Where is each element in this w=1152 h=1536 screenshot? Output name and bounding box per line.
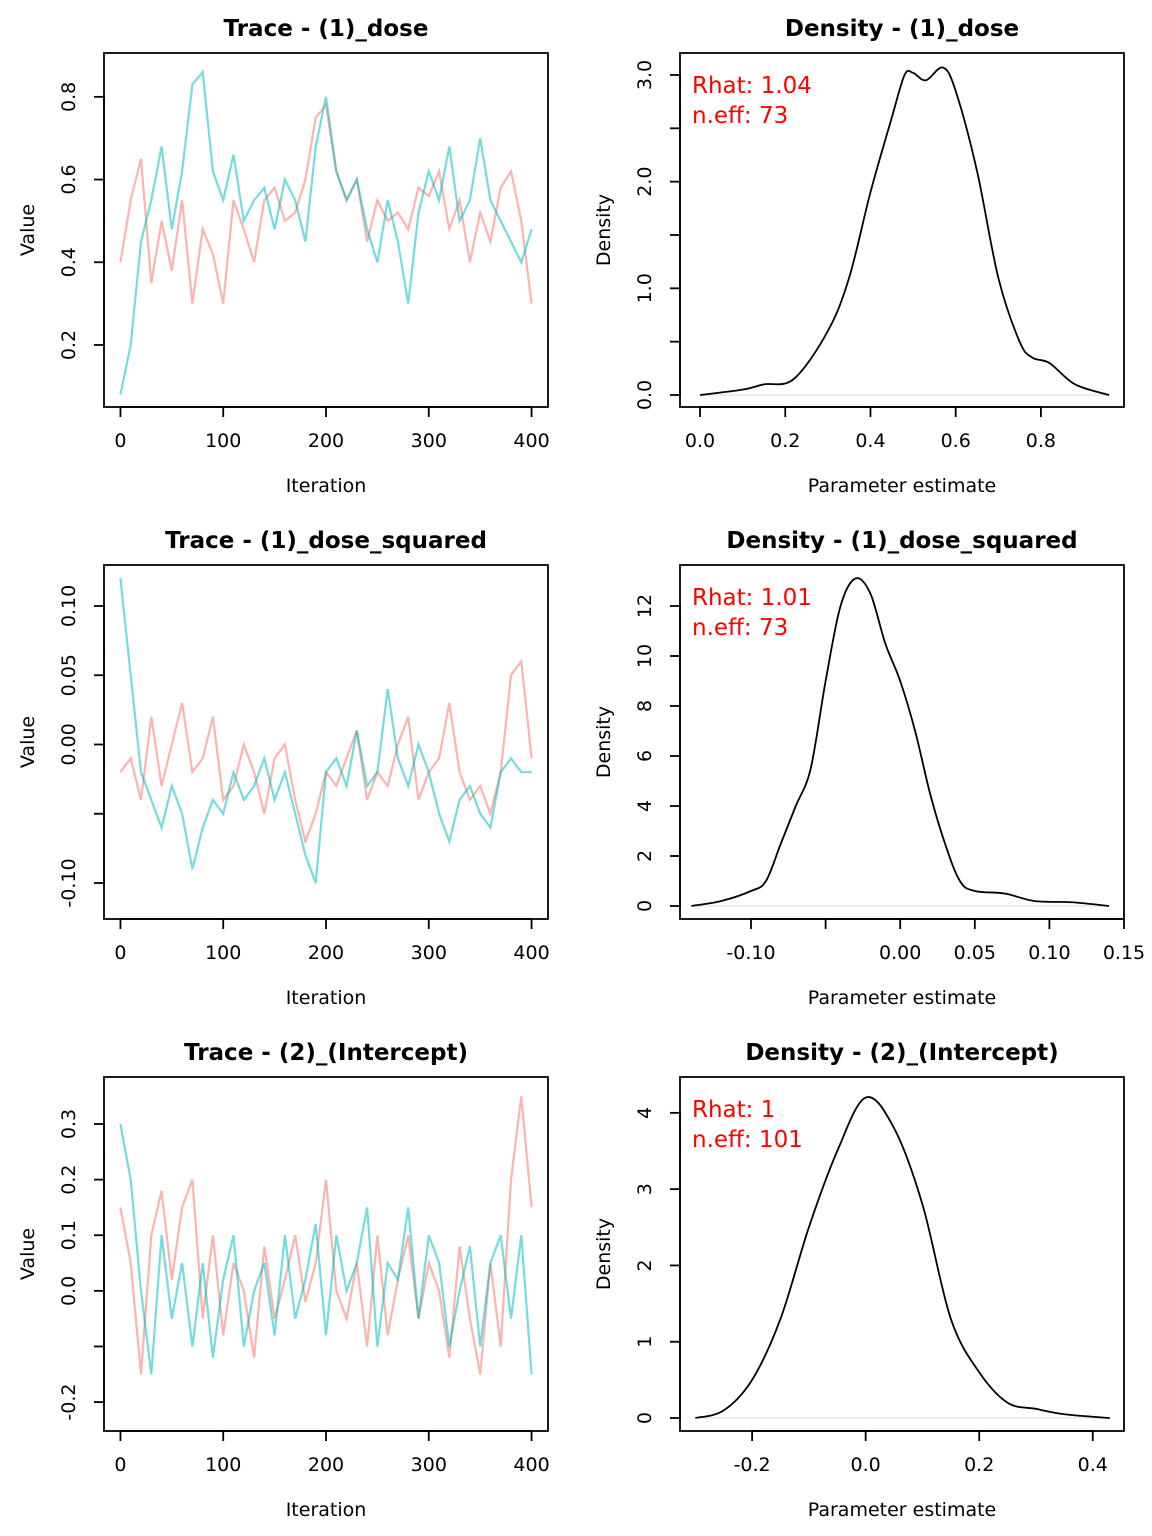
x-tick-label: 0.0 — [685, 430, 715, 452]
trace-line-chain-1 — [119, 1096, 533, 1375]
y-tick-label: 0.4 — [58, 247, 80, 277]
y-tick-label: 6 — [634, 750, 656, 762]
y-tick-label: -0.10 — [58, 858, 80, 907]
x-tick-label: 300 — [411, 942, 447, 964]
x-tick-label: 0.00 — [879, 942, 921, 964]
y-tick-label: -0.2 — [58, 1384, 80, 1421]
x-tick-label: 0.0 — [851, 1454, 881, 1476]
neff-annotation: n.eff: 73 — [692, 615, 788, 641]
x-tick-label: 0.2 — [964, 1454, 994, 1476]
y-tick-label: 0.2 — [58, 330, 80, 360]
x-axis-label: Parameter estimate — [808, 987, 997, 1009]
x-tick-label: 0.10 — [1028, 942, 1070, 964]
y-tick-label: 1 — [634, 1336, 656, 1348]
x-tick-label: 0.05 — [954, 942, 996, 964]
panel-density-3: Density - (2)_(Intercept) Rhat: 1 n.eff: 1… — [593, 1040, 1125, 1521]
density-curve — [699, 66, 1110, 396]
y-axis-label: Value — [17, 716, 39, 768]
y-tick-label: 0.1 — [58, 1220, 80, 1250]
trace-line-chain-2 — [119, 1123, 533, 1375]
plot-frame — [103, 1076, 549, 1432]
y-axis-label: Density — [593, 194, 615, 266]
x-tick-label: 300 — [411, 1454, 447, 1476]
y-tick-label: 12 — [634, 594, 656, 618]
density-curve — [691, 577, 1110, 907]
x-axis-label: Iteration — [286, 475, 367, 497]
y-tick-label: 0.8 — [58, 82, 80, 112]
x-tick-label: 100 — [205, 1454, 241, 1476]
y-tick-label: 1.0 — [634, 273, 656, 303]
y-tick-label: 0 — [634, 1412, 656, 1424]
x-tick-label: 0 — [114, 942, 126, 964]
y-tick-label: 0.00 — [58, 723, 80, 765]
trace-line-chain-2 — [119, 578, 532, 884]
x-tick-label: 0 — [114, 430, 126, 452]
trace-line-chain-1 — [119, 102, 533, 304]
y-tick-label: 0.0 — [58, 1276, 80, 1306]
x-tick-label: 200 — [308, 430, 344, 452]
x-tick-label: 0 — [114, 1454, 126, 1476]
rhat-annotation: Rhat: 1 — [692, 1097, 775, 1123]
y-tick-label: 10 — [634, 644, 656, 668]
y-tick-label: 4 — [634, 800, 656, 812]
y-tick-label: 2 — [634, 850, 656, 862]
chart-title: Density - (2)_(Intercept) — [745, 1040, 1058, 1066]
rhat-annotation: Rhat: 1.04 — [692, 73, 812, 99]
x-tick-label: 400 — [513, 942, 549, 964]
x-tick-label: 0.4 — [855, 430, 885, 452]
x-tick-label: 100 — [205, 430, 241, 452]
x-tick-label: 400 — [513, 1454, 549, 1476]
y-tick-label: 0.05 — [58, 654, 80, 696]
y-tick-label: 2 — [634, 1259, 656, 1271]
x-axis-label: Parameter estimate — [808, 1499, 997, 1521]
x-tick-label: 200 — [308, 1454, 344, 1476]
y-tick-label: 0.3 — [58, 1109, 80, 1139]
y-tick-label: 4 — [634, 1107, 656, 1119]
trace-line-chain-2 — [119, 69, 533, 395]
x-axis-label: Iteration — [286, 1499, 367, 1521]
chart-title: Trace - (1)_dose_squared — [165, 528, 487, 554]
panel-trace-2: Trace - (1)_dose_squared 0 100 200 300 400 -0.… — [17, 528, 550, 1009]
y-tick-label: 0.10 — [58, 585, 80, 627]
x-tick-label: -0.2 — [734, 1454, 771, 1476]
chart-title: Trace - (1)_dose — [224, 16, 429, 42]
panel-trace-3: Trace - (2)_(Intercept) 0 100 200 300 400 -0.2… — [17, 1040, 550, 1521]
y-tick-label: 0 — [634, 900, 656, 912]
x-tick-label: 400 — [513, 430, 549, 452]
y-axis-label: Value — [17, 1228, 39, 1280]
x-tick-label: 300 — [411, 430, 447, 452]
plot-frame — [103, 564, 549, 920]
panel-density-2: Density - (1)_dose_squared Rhat: 1.01 n.ef… — [593, 528, 1145, 1009]
neff-annotation: n.eff: 101 — [692, 1127, 803, 1153]
y-tick-label: 8 — [634, 700, 656, 712]
y-tick-label: 2.0 — [634, 167, 656, 197]
x-tick-label: 0.8 — [1026, 430, 1056, 452]
x-tick-label: 0.4 — [1078, 1454, 1108, 1476]
x-tick-label: 0.6 — [941, 430, 971, 452]
x-tick-label: 0.15 — [1103, 942, 1145, 964]
y-axis-label: Value — [17, 204, 39, 256]
x-tick-label: 200 — [308, 942, 344, 964]
y-tick-label: 0.0 — [634, 380, 656, 410]
x-tick-label: 0.2 — [770, 430, 800, 452]
y-tick-label: 3.0 — [634, 60, 656, 90]
y-tick-label: 3 — [634, 1183, 656, 1195]
density-curve — [695, 1096, 1110, 1419]
x-axis-label: Parameter estimate — [808, 475, 997, 497]
x-tick-label: -0.10 — [726, 942, 775, 964]
chart-title: Trace - (2)_(Intercept) — [184, 1040, 468, 1066]
y-axis-label: Density — [593, 706, 615, 778]
chart-title: Density - (1)_dose — [785, 16, 1019, 42]
chart-title: Density - (1)_dose_squared — [726, 528, 1077, 554]
y-axis-label: Density — [593, 1218, 615, 1290]
x-axis-label: Iteration — [286, 987, 367, 1009]
panel-trace-1: Trace - (1)_dose 0 100 200 300 400 0.2 0.4 0.6 0.… — [17, 16, 550, 497]
y-tick-label: 0.2 — [58, 1165, 80, 1195]
panel-density-1: Density - (1)_dose Rhat: 1.04 n.eff: 73 0.0… — [593, 16, 1125, 497]
x-tick-label: 100 — [205, 942, 241, 964]
neff-annotation: n.eff: 73 — [692, 103, 788, 129]
rhat-annotation: Rhat: 1.01 — [692, 585, 812, 611]
y-tick-label: 0.6 — [58, 164, 80, 194]
